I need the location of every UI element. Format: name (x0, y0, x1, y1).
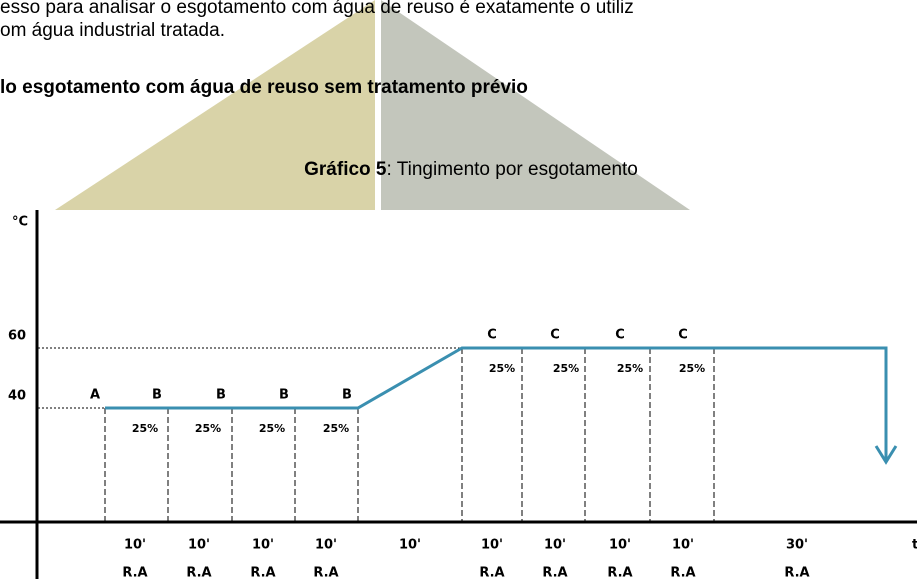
caption-text: : Tingimento por esgotamento (387, 159, 638, 180)
duration-note: R.A (122, 566, 147, 580)
step-label: C (678, 328, 688, 343)
caption-label: Gráfico 5 (304, 159, 387, 180)
section-heading: lo esgotamento com água de reuso sem tra… (0, 77, 528, 98)
figure-caption: Gráfico 5: Tingimento por esgotamento (304, 159, 638, 180)
percent-label: 25% (259, 422, 285, 435)
watermark-right (381, 0, 690, 210)
step-label: B (342, 388, 352, 403)
step-label: B (279, 388, 289, 403)
percent-label: 25% (679, 362, 705, 375)
percent-label: 25% (553, 362, 579, 375)
diagram: 40 60 A B B B B C C C C 25% 25% 25% 25% 25% 25% 25% 25% 10'… (8, 328, 898, 581)
percent-label: 25% (323, 422, 349, 435)
watermark-left (55, 0, 375, 210)
duration-label: 10' (609, 538, 631, 553)
step-label: C (487, 328, 497, 343)
duration-note: R.A (542, 566, 567, 580)
temperature-profile (105, 346, 888, 460)
paragraph-line: om água industrial tratada. (0, 20, 225, 41)
percent-label: 25% (489, 362, 515, 375)
duration-note: R.A (479, 566, 504, 580)
duration-note: R.A (250, 566, 275, 580)
percent-label: 25% (195, 422, 221, 435)
y-axis-label: °C (12, 215, 28, 230)
duration-label: 10' (399, 538, 421, 553)
duration-note: R.A (607, 566, 632, 580)
duration-label: 10' (544, 538, 566, 553)
duration-label: 10' (188, 538, 210, 553)
duration-note: R.A (784, 566, 809, 580)
duration-label: 10' (481, 538, 503, 553)
y-tick-label: 40 (8, 389, 26, 404)
duration-label: 30' (786, 538, 808, 553)
duration-note: R.A (313, 566, 338, 580)
step-label: C (550, 328, 560, 343)
paragraph-line: esso para analisar o esgotamento com águ… (0, 0, 634, 18)
arrow-head (874, 445, 898, 465)
duration-label: 10' (252, 538, 274, 553)
step-label: B (216, 388, 226, 403)
duration-note: R.A (670, 566, 695, 580)
duration-label: 10' (124, 538, 146, 553)
step-label: A (90, 388, 100, 403)
duration-label: 10' (315, 538, 337, 553)
percent-label: 25% (132, 422, 158, 435)
step-label: B (152, 388, 162, 403)
x-axis-label: t (912, 538, 917, 553)
percent-label: 25% (617, 362, 643, 375)
duration-label: 10' (672, 538, 694, 553)
duration-note: R.A (186, 566, 211, 580)
y-tick-label: 60 (8, 329, 26, 344)
step-label: C (615, 328, 625, 343)
